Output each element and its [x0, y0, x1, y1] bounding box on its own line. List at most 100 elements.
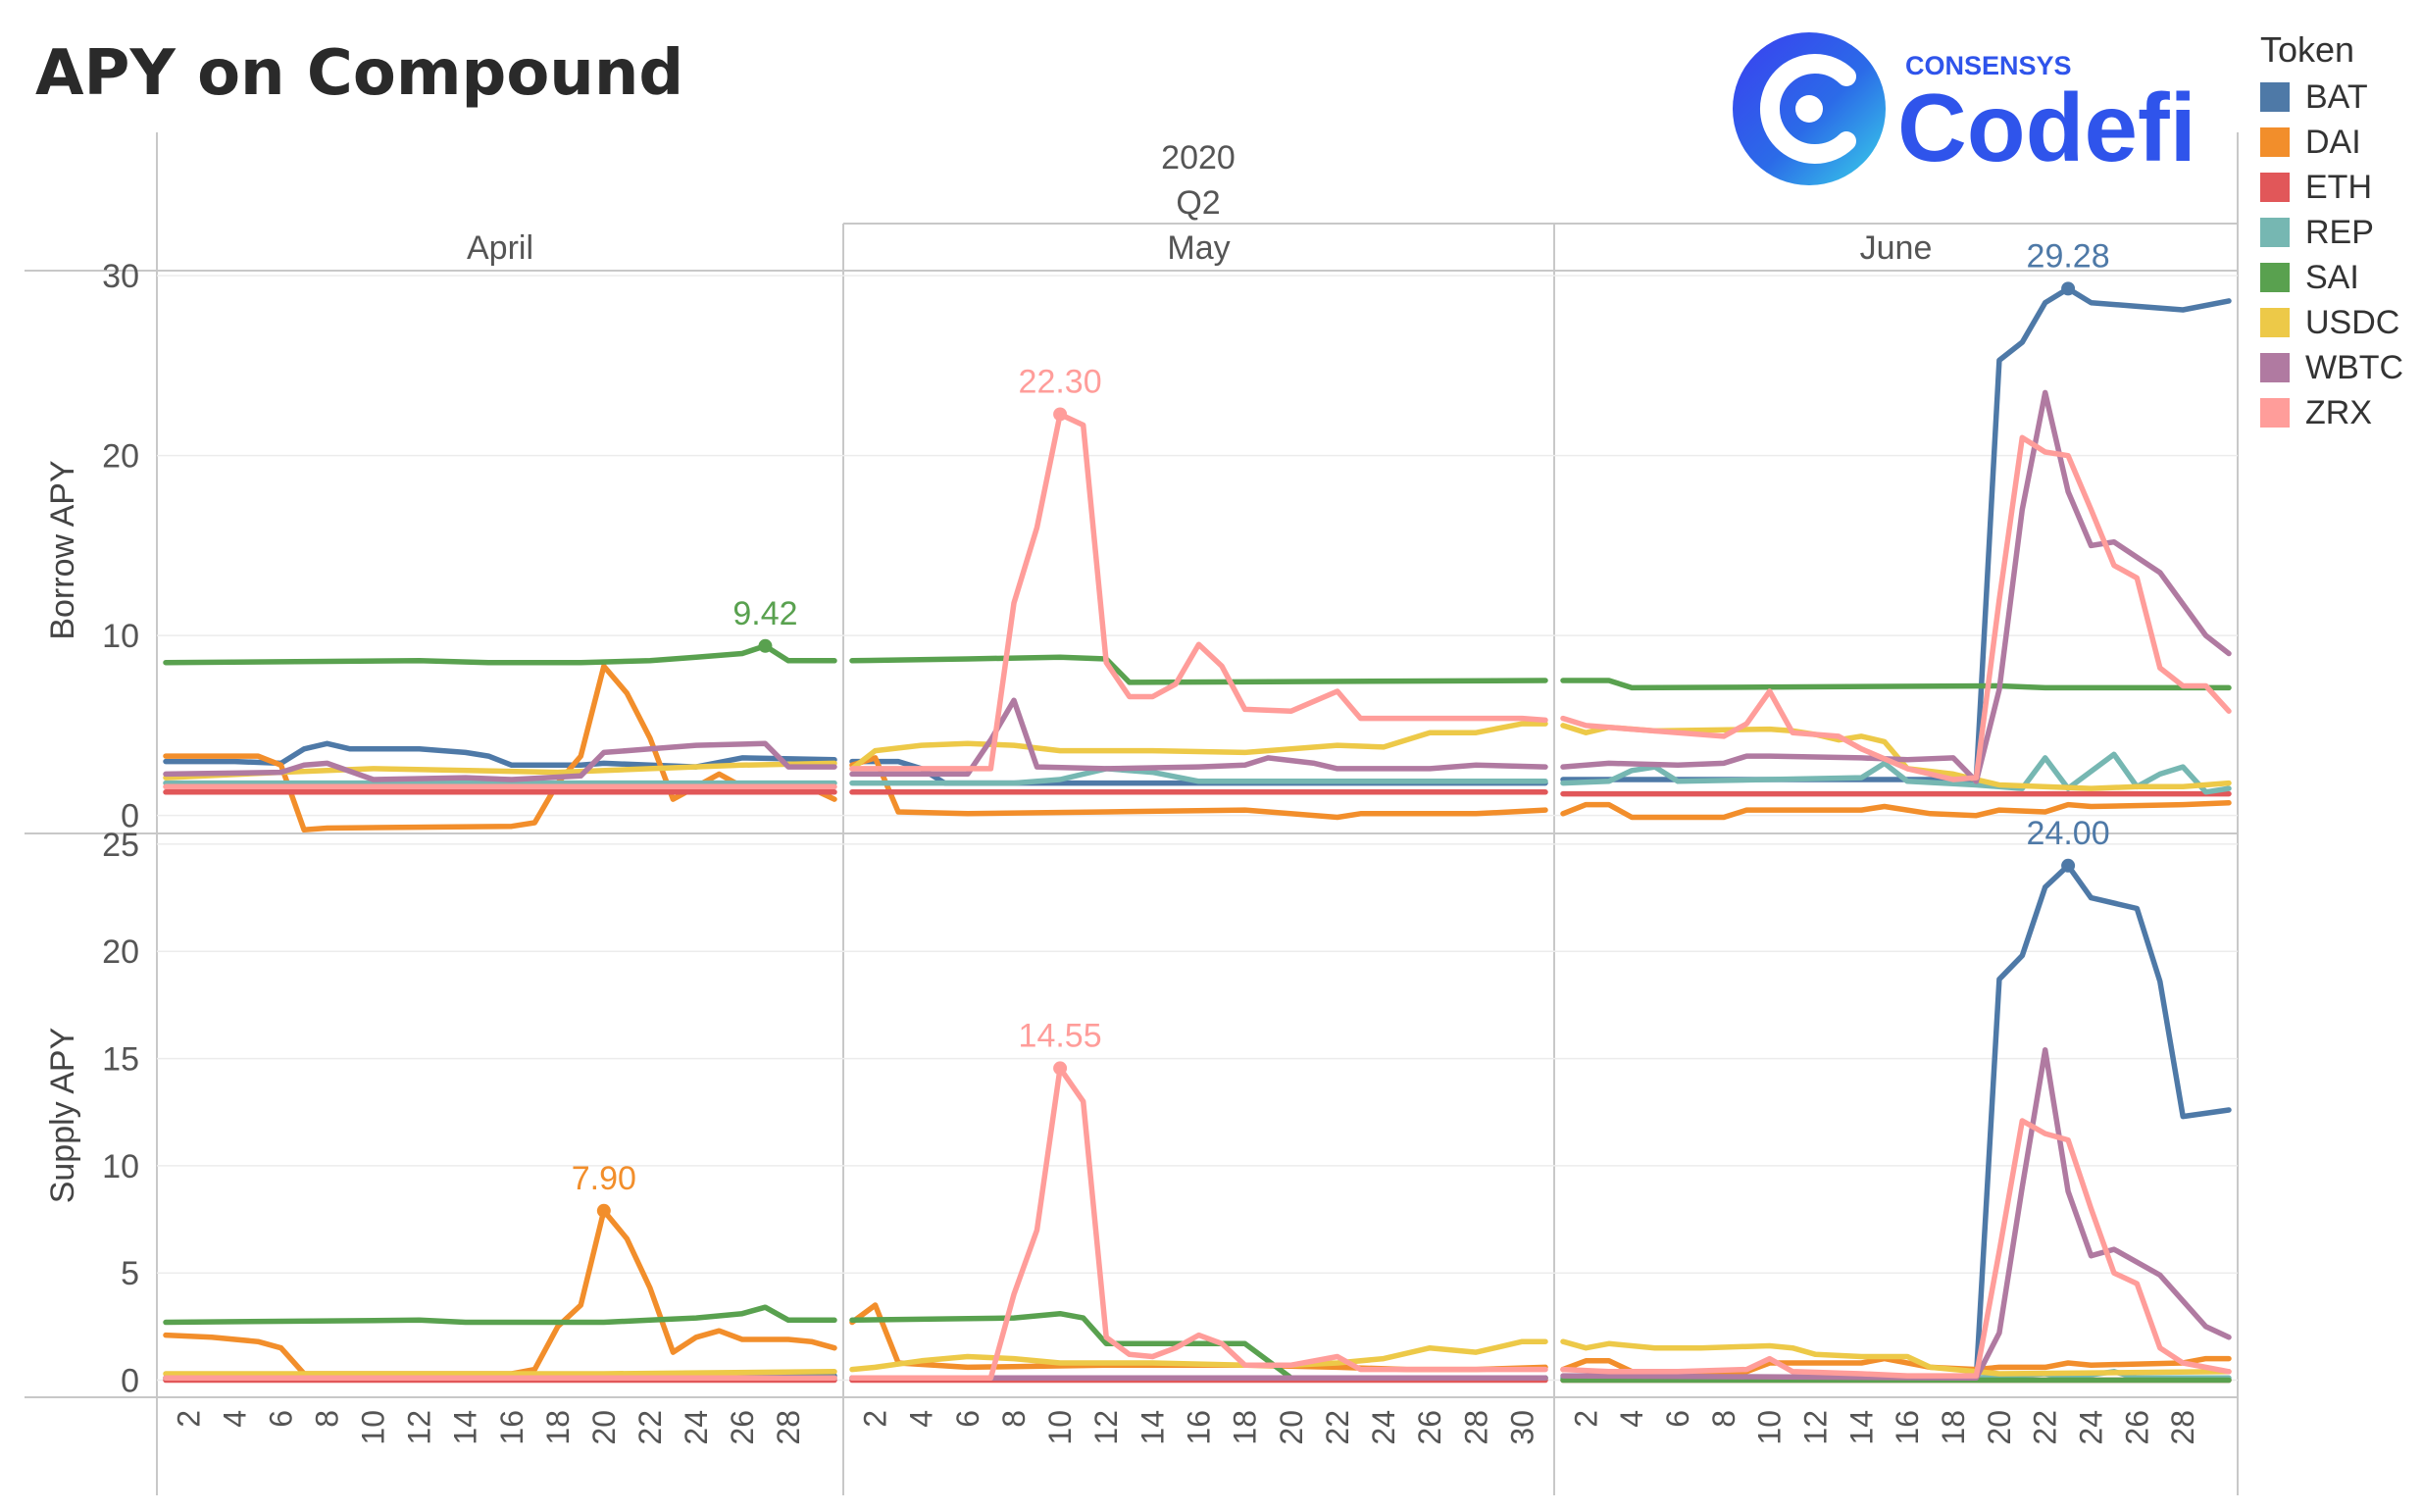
x-tick-label: 10: [1042, 1410, 1078, 1445]
data-label: 7.90: [572, 1160, 636, 1197]
x-tick-label: 16: [1890, 1410, 1925, 1445]
series-line-zrx-borrow-may: [849, 411, 1548, 772]
chart-title: APY on Compound: [35, 37, 684, 110]
y-tick-label: 5: [121, 1255, 139, 1292]
legend-swatch: [2260, 353, 2290, 382]
x-tick-label: 8: [1706, 1410, 1741, 1428]
data-label: 22.30: [1019, 363, 1102, 400]
peak-marker: [2061, 858, 2076, 873]
legend-label: DAI: [2305, 123, 2361, 161]
x-tick-label: 26: [1412, 1410, 1447, 1445]
y-tick-label: 0: [121, 798, 139, 835]
series-line-zrx-supply-may: [849, 1065, 1548, 1382]
peak-marker: [1053, 1061, 1068, 1076]
x-tick-label: 22: [1320, 1410, 1355, 1445]
x-tick-label: 10: [356, 1410, 391, 1445]
series-line-sai-supply-april: [163, 1304, 837, 1326]
x-tick-label: 6: [1660, 1410, 1695, 1428]
series-line-sai-borrow-april: [163, 643, 837, 666]
x-tick-label: 4: [904, 1410, 939, 1428]
series-line-dai-borrow-june: [1560, 800, 2232, 821]
x-tick-label: 28: [771, 1410, 806, 1445]
legend-swatch: [2260, 308, 2290, 337]
legend-title: Token: [2260, 29, 2355, 70]
legend-item-zrx: ZRX: [2260, 390, 2403, 435]
x-tick-label: 26: [725, 1410, 760, 1445]
codefi-logo: CONSENSYS Codefi: [1733, 32, 2196, 185]
legend-label: ZRX: [2305, 393, 2372, 431]
x-tick-label: 30: [1504, 1410, 1539, 1445]
logo-brand: CONSENSYS: [1905, 51, 2072, 80]
legend-label: REP: [2305, 213, 2374, 251]
x-tick-label: 2: [172, 1410, 207, 1428]
x-tick-label: 12: [1798, 1410, 1834, 1445]
legend-label: USDC: [2305, 303, 2400, 341]
data-label: 29.28: [2027, 237, 2110, 275]
x-tick-label: 18: [1228, 1410, 1263, 1445]
series-line-dai-borrow-april: [163, 663, 837, 833]
x-tick-label: 16: [494, 1410, 530, 1445]
legend-swatch: [2260, 398, 2290, 428]
y-tick-label: 20: [102, 933, 139, 971]
legend-item-dai: DAI: [2260, 120, 2403, 165]
series-line-wbtc-supply-june: [1560, 1047, 2232, 1382]
y-tick-label: 20: [102, 438, 139, 476]
x-tick-label: 24: [679, 1410, 714, 1445]
y-tick-label: 10: [102, 618, 139, 655]
legend-item-usdc: USDC: [2260, 300, 2403, 345]
header-year: 2020: [1161, 139, 1236, 176]
x-tick-label: 24: [1366, 1410, 1401, 1445]
peak-marker: [2061, 281, 2076, 296]
x-tick-label: 20: [1274, 1410, 1309, 1445]
x-tick-label: 18: [540, 1410, 576, 1445]
x-tick-label: 2: [1568, 1410, 1603, 1428]
peak-marker: [758, 638, 773, 653]
legend-swatch: [2260, 173, 2290, 202]
legend-item-bat: BAT: [2260, 75, 2403, 120]
y-axis-label: Borrow APY: [44, 460, 81, 639]
y-tick-label: 15: [102, 1041, 139, 1079]
data-label: 9.42: [732, 595, 797, 632]
series-line-usdc-borrow-may: [849, 721, 1548, 772]
series-line-sai-borrow-may: [849, 654, 1548, 685]
legend-swatch: [2260, 263, 2290, 292]
y-axis-label: Supply APY: [44, 1028, 81, 1204]
x-tick-label: 26: [2119, 1410, 2154, 1445]
data-label: 14.55: [1019, 1017, 1102, 1054]
series-line-bat-supply-june: [1560, 863, 2232, 1382]
legend-swatch: [2260, 82, 2290, 112]
series-line-zrx-borrow-june: [1560, 434, 2232, 782]
series-line-dai-supply-april: [163, 1208, 837, 1377]
x-tick-label: 12: [402, 1410, 437, 1445]
y-tick-label: 30: [102, 258, 139, 295]
header-quarter: Q2: [1176, 184, 1220, 222]
series-line-sai-borrow-june: [1560, 678, 2232, 691]
series-line-usdc-supply-june: [1560, 1338, 2232, 1377]
legend-label: SAI: [2305, 258, 2359, 296]
month-header-june: June: [1860, 229, 1933, 267]
y-tick-label: 10: [102, 1148, 139, 1185]
series-line-usdc-supply-april: [163, 1369, 837, 1377]
x-tick-label: 8: [996, 1410, 1032, 1428]
legend-item-wbtc: WBTC: [2260, 345, 2403, 390]
x-tick-label: 6: [950, 1410, 985, 1428]
x-tick-label: 28: [1458, 1410, 1493, 1445]
x-tick-label: 4: [218, 1410, 253, 1428]
logo-name: Codefi: [1897, 74, 2196, 181]
series-line-wbtc-borrow-may: [849, 697, 1548, 778]
x-tick-label: 14: [1135, 1410, 1170, 1445]
x-tick-label: 20: [586, 1410, 622, 1445]
x-tick-label: 4: [1614, 1410, 1649, 1428]
y-tick-label: 0: [121, 1363, 139, 1400]
x-tick-label: 2: [858, 1410, 893, 1428]
x-tick-label: 24: [2074, 1410, 2109, 1445]
x-tick-label: 6: [264, 1410, 299, 1428]
x-tick-label: 16: [1182, 1410, 1217, 1445]
legend-label: WBTC: [2305, 348, 2404, 386]
x-tick-label: 8: [310, 1410, 345, 1428]
x-tick-label: 14: [1843, 1410, 1879, 1445]
month-header-may: May: [1167, 229, 1230, 267]
series-line-wbtc-borrow-april: [163, 740, 837, 782]
x-tick-label: 18: [1936, 1410, 1971, 1445]
